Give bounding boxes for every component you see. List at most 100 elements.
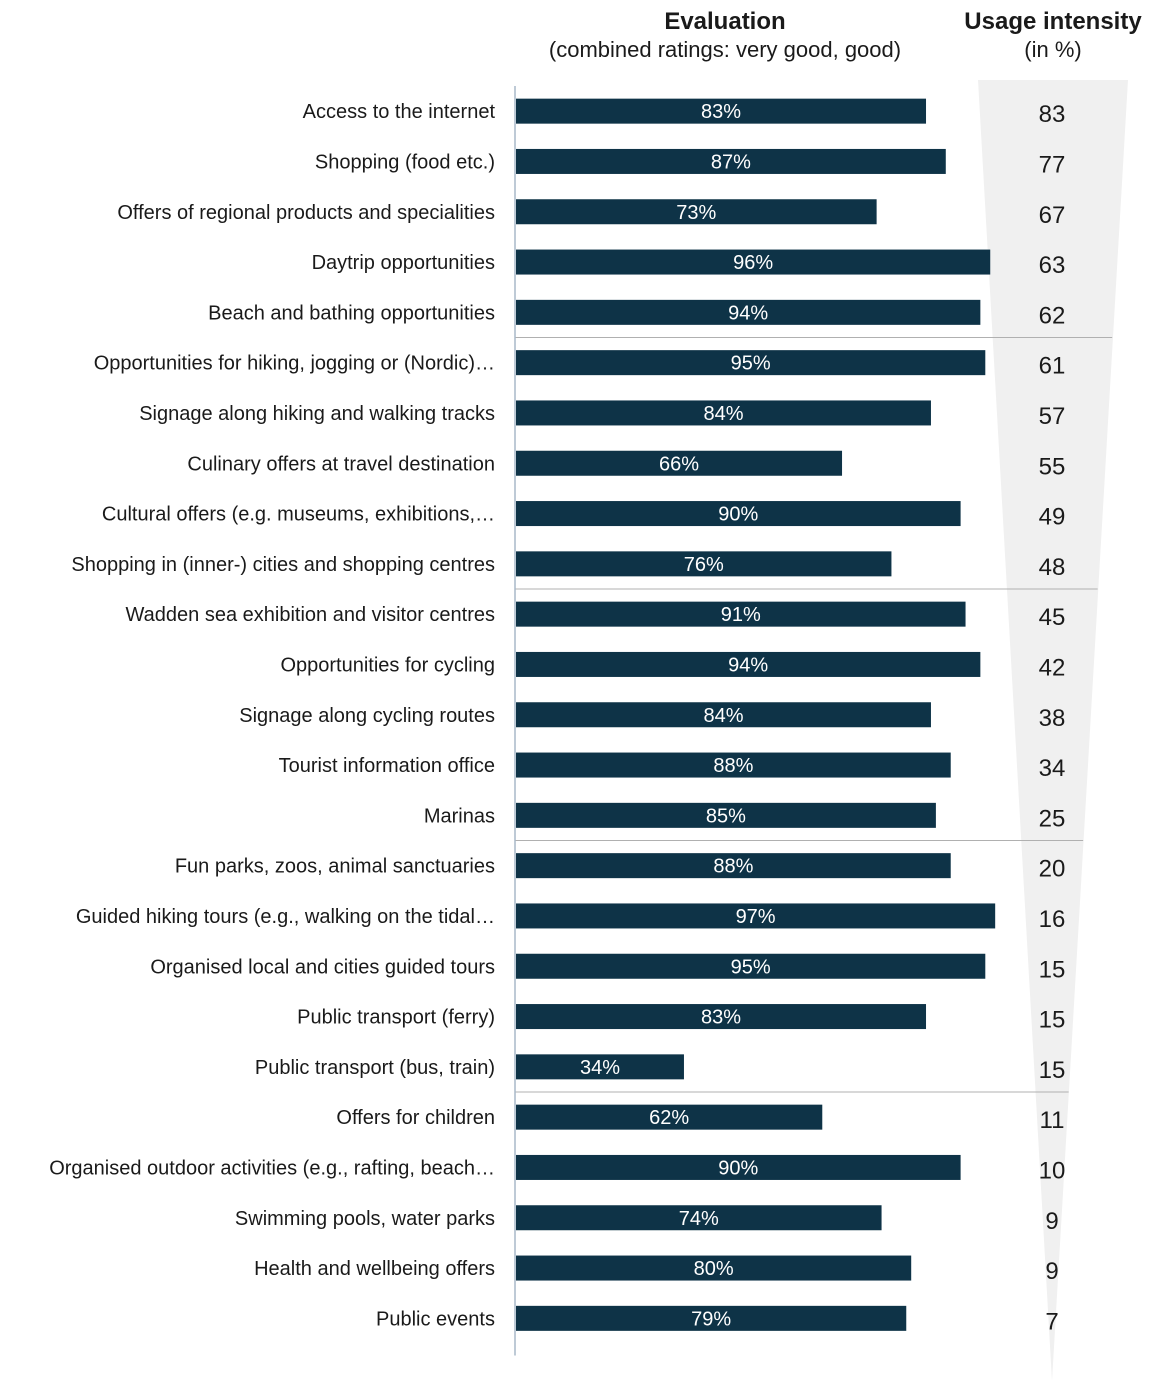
- evaluation-value-label: 88%: [713, 856, 753, 878]
- evaluation-bar: [516, 1205, 882, 1231]
- evaluation-bar: [516, 350, 986, 376]
- usage-intensity-value: 7: [1045, 1308, 1058, 1335]
- evaluation-value-label: 83%: [701, 1007, 741, 1029]
- evaluation-bar: [516, 702, 931, 728]
- evaluation-bar: [516, 651, 981, 677]
- category-label: Offers of regional products and speciali…: [117, 202, 495, 224]
- category-label: Public transport (ferry): [297, 1007, 495, 1029]
- usage-intensity-value: 15: [1039, 1057, 1066, 1084]
- usage-intensity-value: 45: [1039, 604, 1066, 631]
- evaluation-bar: [516, 98, 927, 124]
- usage-intensity-value: 67: [1039, 202, 1066, 229]
- evaluation-value-label: 87%: [711, 151, 751, 173]
- evaluation-value-label: 90%: [718, 504, 758, 526]
- usage-intensity-value: 11: [1040, 1107, 1065, 1134]
- evaluation-value-label: 66%: [659, 453, 699, 475]
- usage-intensity-value: 55: [1039, 453, 1066, 480]
- evaluation-value-label: 73%: [676, 202, 716, 224]
- usage-intensity-value: 20: [1039, 856, 1066, 883]
- evaluation-bar: [516, 853, 951, 879]
- evaluation-value-label: 96%: [733, 252, 773, 274]
- category-label: Shopping in (inner-) cities and shopping…: [71, 554, 495, 576]
- usage-subtitle: (in %): [1024, 37, 1082, 62]
- category-label: Cultural offers (e.g. museums, exhibitio…: [102, 504, 495, 526]
- usage-intensity-value: 42: [1039, 654, 1066, 681]
- evaluation-bar: [516, 249, 991, 275]
- usage-intensity-value: 61: [1039, 353, 1066, 380]
- evaluation-header: Evaluation (combined ratings: very good,…: [490, 8, 960, 64]
- usage-intensity-value: 34: [1039, 755, 1066, 782]
- evaluation-value-label: 80%: [694, 1258, 734, 1280]
- usage-intensity-value: 83: [1039, 101, 1066, 128]
- evaluation-bar: [516, 148, 946, 174]
- category-label: Beach and bathing opportunities: [208, 302, 495, 324]
- evaluation-bar: [516, 299, 981, 325]
- evaluation-value-label: 79%: [691, 1308, 731, 1330]
- evaluation-bar: [516, 450, 843, 476]
- evaluation-bar: [516, 1104, 823, 1130]
- evaluation-value-label: 90%: [718, 1157, 758, 1179]
- usage-intensity-value: 57: [1039, 403, 1066, 430]
- category-label: Marinas: [424, 805, 495, 827]
- evaluation-value-label: 84%: [703, 403, 743, 425]
- category-label: Opportunities for cycling: [280, 654, 495, 676]
- usage-intensity-value: 25: [1039, 805, 1066, 832]
- usage-title: Usage intensity: [964, 8, 1142, 35]
- category-label: Guided hiking tours (e.g., walking on th…: [76, 906, 495, 928]
- usage-intensity-value: 63: [1039, 252, 1066, 279]
- evaluation-value-label: 97%: [736, 906, 776, 928]
- evaluation-value-label: 91%: [721, 604, 761, 626]
- evaluation-title: Evaluation: [664, 8, 786, 35]
- evaluation-bar: [516, 1255, 912, 1281]
- category-label: Daytrip opportunities: [312, 252, 495, 274]
- evaluation-value-label: 95%: [731, 353, 771, 375]
- category-label: Opportunities for hiking, jogging or (No…: [94, 353, 495, 375]
- evaluation-subtitle: (combined ratings: very good, good): [548, 37, 902, 62]
- category-label: Organised local and cities guided tours: [150, 956, 495, 978]
- evaluation-value-label: 84%: [703, 705, 743, 727]
- evaluation-bar: [516, 199, 877, 225]
- usage-header: Usage intensity (in %): [958, 8, 1148, 64]
- evaluation-bar: [516, 1004, 927, 1030]
- category-label: Signage along cycling routes: [239, 705, 495, 727]
- evaluation-bar: [516, 601, 966, 627]
- category-label: Offers for children: [336, 1107, 495, 1129]
- category-label: Organised outdoor activities (e.g., raft…: [49, 1157, 495, 1179]
- usage-intensity-wedge: [978, 80, 1128, 1381]
- category-label: Shopping (food etc.): [315, 151, 495, 173]
- evaluation-bar: [516, 501, 961, 527]
- evaluation-value-label: 74%: [679, 1208, 719, 1230]
- usage-intensity-value: 10: [1039, 1157, 1066, 1184]
- category-label: Culinary offers at travel destination: [187, 453, 495, 475]
- usage-intensity-value: 16: [1039, 906, 1066, 933]
- category-label: Public events: [376, 1308, 495, 1330]
- evaluation-bar: [516, 400, 931, 426]
- category-label: Fun parks, zoos, animal sanctuaries: [175, 856, 495, 878]
- usage-intensity-value: 15: [1039, 1007, 1066, 1034]
- evaluation-bar: [516, 1154, 961, 1180]
- usage-intensity-value: 15: [1039, 956, 1066, 983]
- category-label: Signage along hiking and walking tracks: [139, 403, 495, 425]
- category-label: Public transport (bus, train): [255, 1057, 495, 1079]
- evaluation-value-label: 94%: [728, 654, 768, 676]
- evaluation-bar: [516, 1305, 907, 1331]
- evaluation-bar: [516, 551, 892, 577]
- usage-intensity-value: 62: [1039, 302, 1066, 329]
- category-label: Wadden sea exhibition and visitor centre…: [126, 604, 495, 626]
- category-label: Access to the internet: [303, 101, 496, 123]
- evaluation-value-label: 88%: [713, 755, 753, 777]
- evaluation-bar: [516, 1054, 684, 1080]
- evaluation-value-label: 85%: [706, 805, 746, 827]
- evaluation-value-label: 83%: [701, 101, 741, 123]
- evaluation-value-label: 95%: [731, 956, 771, 978]
- evaluation-bar: [516, 802, 936, 828]
- category-label: Swimming pools, water parks: [235, 1208, 495, 1230]
- usage-intensity-value: 38: [1039, 705, 1066, 732]
- category-label: Health and wellbeing offers: [254, 1258, 495, 1280]
- evaluation-value-label: 76%: [684, 554, 724, 576]
- evaluation-bar: [516, 903, 996, 929]
- usage-intensity-value: 49: [1039, 504, 1066, 531]
- evaluation-value-label: 34%: [580, 1057, 620, 1079]
- category-label: Tourist information office: [279, 755, 495, 777]
